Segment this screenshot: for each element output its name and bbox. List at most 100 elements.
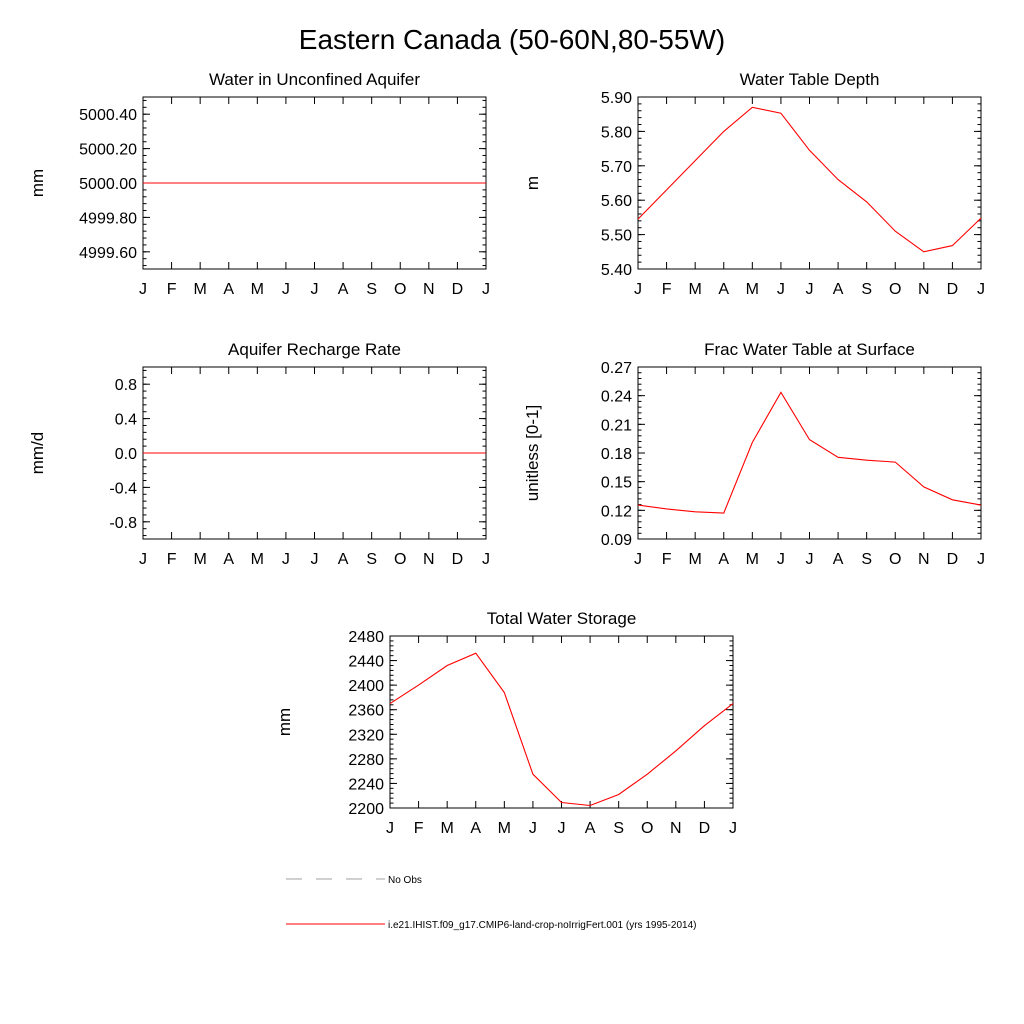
- x-tick-label: J: [139, 281, 147, 298]
- x-tick-label: N: [670, 820, 682, 837]
- figure-title: Eastern Canada (50-60N,80-55W): [299, 24, 725, 55]
- x-tick-label: J: [282, 281, 290, 298]
- x-tick-label: M: [194, 281, 207, 298]
- x-tick-label: J: [386, 820, 394, 837]
- x-tick-label: M: [689, 281, 702, 298]
- legend-obs-label: No Obs: [388, 875, 422, 886]
- x-tick-label: M: [441, 820, 454, 837]
- plot-title: Total Water Storage: [487, 609, 637, 628]
- plot-title: Frac Water Table at Surface: [704, 340, 915, 359]
- x-tick-label: N: [918, 551, 930, 568]
- y-tick-label: 2200: [348, 801, 384, 818]
- x-tick-label: A: [718, 551, 729, 568]
- x-tick-label: D: [699, 820, 711, 837]
- y-tick-label: 5.80: [601, 124, 632, 141]
- series-line: [389, 652, 734, 807]
- y-axis-label: m: [523, 176, 542, 190]
- x-tick-label: J: [977, 281, 985, 298]
- y-tick-label: 5.90: [601, 90, 632, 107]
- x-tick-label: M: [251, 551, 264, 568]
- x-tick-label: M: [689, 551, 702, 568]
- x-tick-label: S: [366, 551, 377, 568]
- y-axis-label: unitless [0-1]: [523, 405, 542, 501]
- x-tick-label: O: [889, 551, 901, 568]
- x-tick-label: N: [423, 281, 435, 298]
- x-tick-label: A: [718, 281, 729, 298]
- x-tick-label: D: [452, 551, 464, 568]
- x-tick-label: A: [338, 551, 349, 568]
- y-tick-label: 2360: [348, 703, 384, 720]
- plot-title: Water Table Depth: [740, 70, 880, 89]
- x-tick-label: J: [311, 551, 319, 568]
- series-line: [637, 106, 982, 253]
- x-tick-label: J: [482, 281, 490, 298]
- x-tick-label: J: [806, 551, 814, 568]
- y-tick-label: 5.60: [601, 193, 632, 210]
- y-tick-label: 2440: [348, 654, 384, 671]
- y-tick-label: 5000.40: [79, 107, 137, 124]
- legend: No Obs i.e21.IHIST.f09_g17.CMIP6-land-cr…: [286, 875, 696, 931]
- y-tick-label: 5.70: [601, 159, 632, 176]
- y-axis-label: mm: [28, 169, 47, 197]
- x-tick-label: O: [889, 281, 901, 298]
- y-tick-label: 0.27: [601, 360, 632, 377]
- x-tick-label: S: [861, 281, 872, 298]
- y-tick-label: 4999.80: [79, 210, 137, 227]
- x-tick-label: A: [338, 281, 349, 298]
- x-tick-label: J: [634, 281, 642, 298]
- y-tick-label: 4999.60: [79, 245, 137, 262]
- x-tick-label: M: [746, 281, 759, 298]
- y-tick-label: 5000.20: [79, 142, 137, 159]
- x-tick-label: D: [452, 281, 464, 298]
- x-tick-label: M: [746, 551, 759, 568]
- y-tick-label: 5.50: [601, 228, 632, 245]
- x-tick-label: J: [729, 820, 737, 837]
- x-tick-label: F: [167, 551, 177, 568]
- x-tick-label: F: [414, 820, 424, 837]
- y-tick-label: 2240: [348, 776, 384, 793]
- x-tick-label: M: [194, 551, 207, 568]
- x-tick-label: J: [482, 551, 490, 568]
- x-tick-label: J: [777, 551, 785, 568]
- x-tick-label: F: [662, 281, 672, 298]
- x-tick-label: J: [806, 281, 814, 298]
- x-tick-label: N: [918, 281, 930, 298]
- y-axis-label: mm/d: [28, 432, 47, 475]
- plot-frame: [637, 366, 982, 540]
- y-tick-label: 5.40: [601, 262, 632, 279]
- x-tick-label: A: [585, 820, 596, 837]
- series-line: [637, 391, 982, 514]
- y-tick-label: 0.8: [115, 377, 137, 394]
- x-tick-label: F: [167, 281, 177, 298]
- plot-frame: [637, 96, 982, 270]
- y-tick-label: 0.21: [601, 417, 632, 434]
- y-tick-label: 0.12: [601, 503, 632, 520]
- y-tick-label: -0.4: [109, 480, 137, 497]
- x-tick-label: O: [394, 281, 406, 298]
- x-tick-label: S: [366, 281, 377, 298]
- y-tick-label: -0.8: [109, 515, 137, 532]
- y-axis-label: mm: [275, 708, 294, 736]
- y-tick-label: 0.09: [601, 532, 632, 549]
- y-tick-label: 0.4: [115, 412, 137, 429]
- x-tick-label: O: [641, 820, 653, 837]
- legend-model-label: i.e21.IHIST.f09_g17.CMIP6-land-crop-noIr…: [388, 920, 696, 931]
- y-tick-label: 0.24: [601, 389, 632, 406]
- x-tick-label: A: [223, 281, 234, 298]
- x-tick-label: J: [977, 551, 985, 568]
- y-tick-label: 0.15: [601, 475, 632, 492]
- x-tick-label: D: [947, 281, 959, 298]
- x-tick-label: J: [311, 281, 319, 298]
- x-tick-label: J: [139, 551, 147, 568]
- x-tick-label: A: [833, 551, 844, 568]
- y-tick-label: 2320: [348, 727, 384, 744]
- x-tick-label: J: [558, 820, 566, 837]
- plot-title: Aquifer Recharge Rate: [228, 340, 401, 359]
- x-tick-label: J: [634, 551, 642, 568]
- y-tick-label: 0.18: [601, 446, 632, 463]
- x-tick-label: J: [529, 820, 537, 837]
- x-tick-label: J: [282, 551, 290, 568]
